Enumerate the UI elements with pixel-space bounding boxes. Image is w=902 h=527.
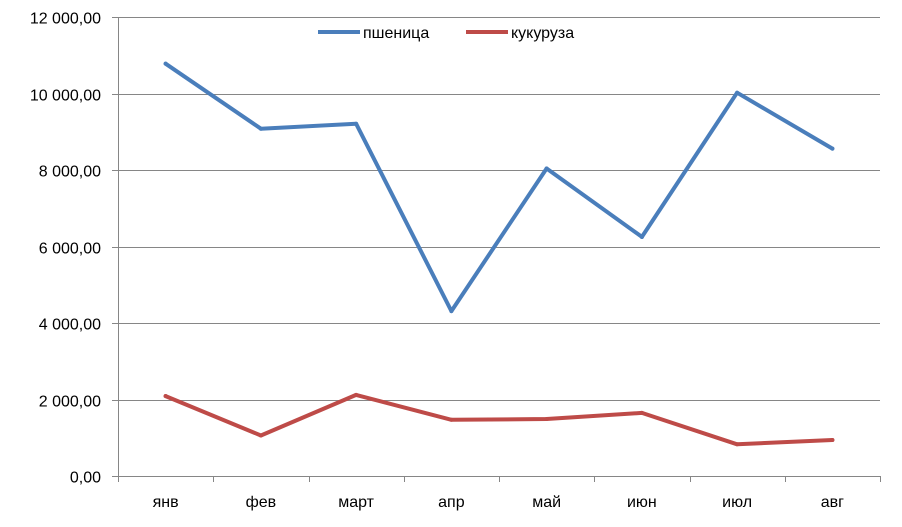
x-tick-label: апр: [438, 494, 465, 511]
y-tick-label: 6 000,00: [39, 241, 101, 258]
data-point: [354, 392, 359, 397]
y-tick-label: 12 000,00: [30, 11, 101, 28]
data-point: [258, 126, 263, 131]
data-point: [639, 234, 644, 239]
data-point: [354, 121, 359, 126]
y-tick-label: 4 000,00: [39, 317, 101, 334]
data-point: [544, 417, 549, 422]
x-tick-label: янв: [153, 494, 179, 511]
data-point: [163, 394, 168, 399]
x-tick-label: май: [532, 494, 561, 511]
data-point: [735, 90, 740, 95]
x-tick-label: фев: [246, 494, 277, 511]
series-lines: [163, 61, 835, 447]
legend: пшеница кукуруза: [318, 25, 574, 42]
data-point: [830, 438, 835, 443]
y-tick-label: 10 000,00: [30, 88, 101, 105]
x-tick-label: июл: [722, 494, 752, 511]
data-point: [830, 146, 835, 151]
axes: [112, 17, 881, 482]
y-tick-label: 0,00: [70, 470, 101, 487]
data-point: [258, 433, 263, 438]
data-point: [163, 61, 168, 66]
x-axis-tick-labels: янв фев март апр май июн июл авг: [153, 494, 845, 511]
data-point: [544, 166, 549, 171]
x-tick-label: март: [338, 494, 374, 511]
data-point: [639, 410, 644, 415]
legend-label: пшеница: [363, 25, 429, 42]
y-tick-label: 2 000,00: [39, 394, 101, 411]
data-point: [735, 442, 740, 447]
x-tick-label: авг: [821, 494, 844, 511]
gridlines: [118, 17, 880, 401]
y-axis-tick-labels: 0,00 2 000,00 4 000,00 6 000,00 8 000,00 10 0…: [30, 11, 101, 487]
y-tick-label: 8 000,00: [39, 164, 101, 181]
series-line-2: [163, 392, 835, 447]
legend-label: кукуруза: [511, 25, 574, 42]
data-point: [449, 309, 454, 314]
data-point: [449, 417, 454, 422]
x-tick-label: июн: [627, 494, 657, 511]
series-line-1: [163, 61, 835, 314]
